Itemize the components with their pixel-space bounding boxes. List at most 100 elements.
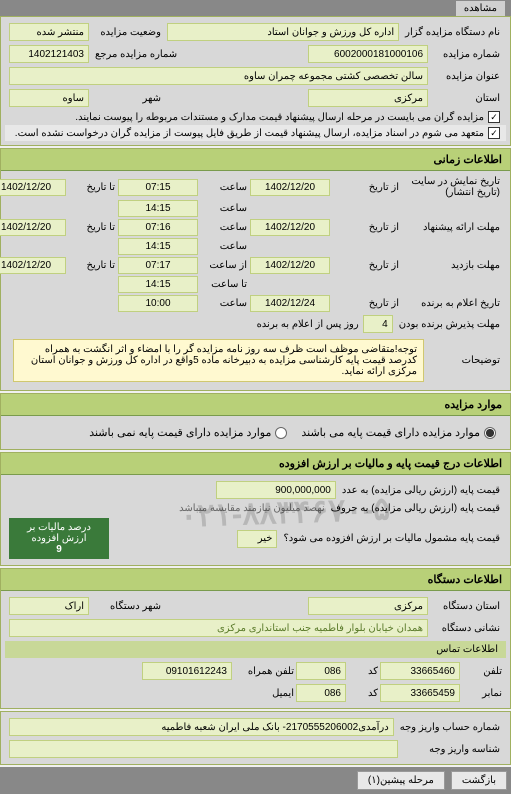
t2b: 14:15	[118, 238, 198, 255]
vat-pct-badge: درصد مالیات بر ارزش افزوده 9	[9, 518, 109, 559]
prev-step-button[interactable]: مرحله پیشین(۱)	[357, 771, 445, 790]
from-date-lbl: از تاریخ	[331, 182, 401, 193]
city-value: ساوه	[9, 89, 89, 107]
title-value: سالن تخصصی کشتی مجموعه چمران ساوه	[9, 67, 428, 85]
t4: 10:00	[118, 295, 198, 312]
fax-label: نمابر	[462, 688, 502, 699]
td3: تا تاریخ	[67, 260, 117, 271]
to-lbl: تا تاریخ	[67, 182, 117, 193]
ag-addr-label: نشانی دستگاه	[432, 623, 502, 634]
accept-label: مهلت پذیرش برنده بودن	[397, 319, 502, 330]
account-section: شماره حساب واریز وجه درآمدی2170555206002…	[0, 711, 511, 765]
fax-code: 086	[296, 684, 346, 702]
tel-value: 33665460	[380, 662, 460, 680]
t2: 07:16	[118, 219, 198, 236]
org-label: نام دستگاه مزایده گزار	[403, 27, 502, 38]
base-num-label: قیمت پایه (ارزش ریالی مزایده) به عدد	[340, 485, 502, 496]
chk2-label: متعهد می شوم در اسناد مزایده، ارسال پیشن…	[15, 128, 484, 139]
th3: تا ساعت	[199, 279, 249, 290]
auction-no-label: شماره مزایده	[432, 49, 502, 60]
contact-header: اطلاعات تماس	[5, 641, 506, 658]
fd2: از تاریخ	[331, 222, 401, 233]
vat-value: خیر	[237, 530, 277, 548]
fd4: از تاریخ	[331, 298, 401, 309]
radio-has-price[interactable]: موارد مزایده دارای قیمت پایه می باشند	[301, 426, 496, 439]
h2: ساعت	[199, 222, 249, 233]
d3b: 1402/12/20	[0, 257, 66, 274]
price-header: اطلاعات درج قیمت پایه و مالیات بر ارزش ا…	[1, 453, 510, 475]
ag-province-value: مرکزی	[308, 597, 428, 615]
desc-value: توجه!متقاضی موظف است ظرف سه روز نامه مزا…	[13, 339, 424, 382]
checkbox-commit[interactable]: ✓	[488, 127, 500, 139]
code-value: 086	[296, 662, 346, 680]
ag-city-value: اراک	[9, 597, 89, 615]
accept-sub: روز پس از اعلام به برنده	[257, 319, 359, 330]
d4: 1402/12/24	[250, 295, 330, 312]
agency-header: اطلاعات دستگاه	[1, 569, 510, 591]
days-value: 4	[363, 315, 393, 333]
t3b: 14:15	[118, 276, 198, 293]
back-button[interactable]: بازگشت	[451, 771, 507, 790]
base-text-label: قیمت پایه (ارزش ریالی مزایده) به حروف	[329, 503, 502, 514]
vat-pct-value: 9	[15, 544, 103, 555]
vat-pct-label: درصد مالیات بر ارزش افزوده	[15, 522, 103, 544]
d2a: 1402/12/20	[250, 219, 330, 236]
h2b: ساعت	[199, 241, 249, 252]
price-section: اطلاعات درج قیمت پایه و مالیات بر ارزش ا…	[0, 452, 511, 566]
fax-value: 33665459	[380, 684, 460, 702]
title-label: عنوان مزایده	[432, 71, 502, 82]
td2: تا تاریخ	[67, 222, 117, 233]
h-lbl: ساعت	[199, 182, 249, 193]
radio-dot-icon	[484, 427, 496, 439]
city-label: شهر	[93, 93, 163, 104]
times-section: اطلاعات زمانی تاریخ نمایش در سایت (تاریخ…	[0, 148, 511, 391]
t1b: 14:15	[118, 200, 198, 217]
status-label: وضعیت مزایده	[93, 27, 163, 38]
footer-bar: بازگشت مرحله پیشین(۱)	[0, 767, 511, 794]
mobile-label: تلفن همراه	[234, 666, 294, 677]
acc-value: درآمدی2170555206002- بانک ملی ایران شعبه…	[9, 718, 394, 736]
ag-province-label: استان دستگاه	[432, 601, 502, 612]
agency-section: اطلاعات دستگاه استان دستگاه مرکزی شهر دس…	[0, 568, 511, 709]
status-value: منتشر شده	[9, 23, 89, 41]
chk1-label: مزایده گران می بایست در مرحله ارسال پیشن…	[75, 112, 484, 123]
d3a: 1402/12/20	[250, 257, 330, 274]
tel-label: تلفن	[462, 666, 502, 677]
vat-label: قیمت پایه مشمول مالیات بر ارزش افزوده می…	[281, 533, 502, 544]
visit-label: مهلت بازدید	[402, 260, 502, 271]
email-label: ایمیل	[234, 688, 294, 699]
subject-header: موارد مزایده	[1, 394, 510, 416]
proposal-label: مهلت ارائه پیشنهاد	[402, 222, 502, 233]
auction-no-value: 6002000181000106	[308, 45, 428, 63]
h-lbl2: ساعت	[199, 203, 249, 214]
ref-no-label: شماره مزایده مرجع	[93, 49, 179, 60]
radio-dot-icon	[275, 427, 287, 439]
t3: 07:17	[118, 257, 198, 274]
radio-no-price[interactable]: موارد مزایده دارای قیمت پایه نمی باشند	[89, 426, 287, 439]
d1a: 1402/12/20	[250, 179, 330, 196]
sheba-label: شناسه واریز وجه	[402, 744, 502, 755]
base-num-value: 900,000,000	[216, 481, 336, 499]
tab-view[interactable]: مشاهده	[456, 1, 505, 16]
province-label: استان	[432, 93, 502, 104]
mobile-value: 09101612243	[142, 662, 232, 680]
province-value: مرکزی	[308, 89, 428, 107]
fh3: از ساعت	[199, 260, 249, 271]
h4: ساعت	[199, 298, 249, 309]
acc-label: شماره حساب واریز وجه	[398, 722, 502, 733]
display-label: تاریخ نمایش در سایت (تاریخ انتشار)	[402, 176, 502, 198]
t1: 07:15	[118, 179, 198, 196]
times-header: اطلاعات زمانی	[1, 149, 510, 171]
d1b: 1402/12/20	[0, 179, 66, 196]
opt1-label: موارد مزایده دارای قیمت پایه می باشند	[301, 426, 480, 439]
desc-label: توضیحات	[432, 355, 502, 366]
checkbox-attach[interactable]: ✓	[488, 111, 500, 123]
ref-no-value: 1402121403	[9, 45, 89, 63]
fd3: از تاریخ	[331, 260, 401, 271]
ag-addr-value: همدان خیابان بلوار فاطمیه جنب استانداری …	[9, 619, 428, 637]
org-value: اداره کل ورزش و جوانان استاد	[167, 23, 399, 41]
opt2-label: موارد مزایده دارای قیمت پایه نمی باشند	[89, 426, 271, 439]
ag-city-label: شهر دستگاه	[93, 601, 163, 612]
winner-label: تاریخ اعلام به برنده	[402, 298, 502, 309]
info-section: نام دستگاه مزایده گزار اداره کل ورزش و ج…	[0, 16, 511, 146]
